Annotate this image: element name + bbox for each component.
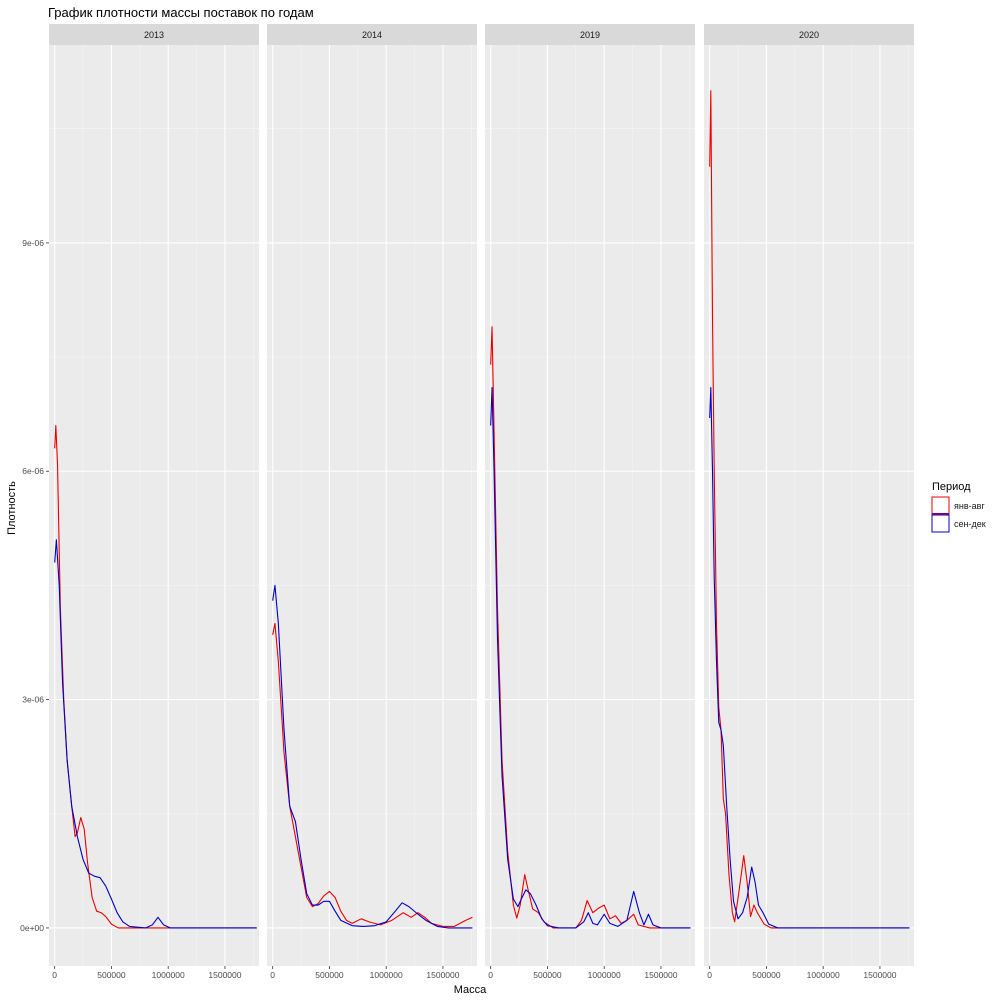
y-tick-label: 0e+00 [20,923,44,933]
x-tick-label: 1000000 [807,970,840,980]
x-tick-label: 1000000 [588,970,621,980]
legend-label: сен-дек [954,519,986,529]
x-tick-label: 500000 [97,970,126,980]
facet-strip-label: 2014 [362,30,382,40]
facet-strip [267,24,477,45]
legend-label: янв-авг [954,501,985,511]
density-line-sep-dec [490,386,691,929]
panel-background [49,45,259,966]
x-tick-label: 500000 [752,970,781,980]
density-line-sep-dec [272,584,473,929]
panel-background [485,45,695,966]
facet-strip-label: 2019 [580,30,600,40]
density-line-sep-dec [54,539,257,929]
x-tick-label: 0 [52,970,57,980]
y-axis: 0e+00 3e-06 6e-06 9e-06 [20,238,49,933]
facet-strip [485,24,695,45]
y-tick-label: 3e-06 [22,695,44,705]
x-tick-label: 0 [488,970,493,980]
x-axis-label: Масса [454,984,487,996]
x-tick-label: 0 [270,970,275,980]
y-axis-label: Плотность [6,481,18,535]
y-tick-label: 6e-06 [22,466,44,476]
legend: Период янв-авг сен-дек [931,481,986,533]
x-tick-label: 1500000 [426,970,459,980]
panel-2014: 2014 0 500000 1000000 1500000 [267,24,477,980]
x-tick-label: 1500000 [644,970,677,980]
facet-strip-label: 2013 [144,30,164,40]
x-tick-label: 1500000 [863,970,896,980]
chart-title: График плотности массы поставок по годам [48,5,314,20]
panel-2020: 2020 0 500000 1000000 1500000 [704,24,914,980]
legend-items: янв-авг сен-дек [931,496,986,533]
legend-item-jan-aug: янв-авг [931,496,985,515]
facet-strip [704,24,914,45]
facet-strip-label: 2020 [799,30,819,40]
facet-panels: 2013 0 500000 1000000 1500000 2014 0 500000 1000… [49,24,914,980]
density-line-sep-dec [709,386,910,929]
legend-title: Период [932,481,971,493]
panel-2013: 2013 0 500000 1000000 1500000 [49,24,259,980]
panel-background [704,45,914,966]
facet-strip [49,24,259,45]
x-tick-label: 1500000 [208,970,241,980]
legend-key [931,496,950,515]
density-line-jan-aug [709,90,910,929]
legend-key [931,514,950,533]
panel-background [267,45,477,966]
panel-2019: 2019 0 500000 1000000 1500000 [485,24,695,980]
density-line-jan-aug [272,622,473,927]
x-tick-label: 1000000 [152,970,185,980]
x-tick-label: 500000 [533,970,562,980]
y-tick-label: 9e-06 [22,238,44,248]
x-tick-label: 1000000 [370,970,403,980]
legend-item-sep-dec: сен-дек [931,514,986,533]
x-tick-label: 0 [707,970,712,980]
x-tick-label: 500000 [315,970,344,980]
